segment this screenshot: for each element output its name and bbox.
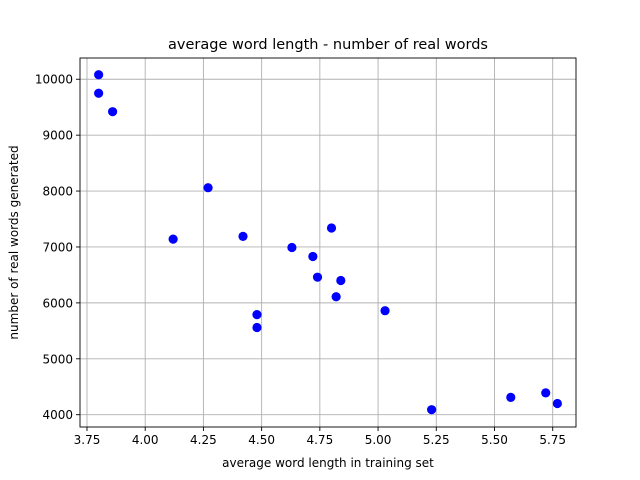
- y-tick-label: 10000: [35, 73, 73, 87]
- data-point: [427, 405, 437, 415]
- data-point: [94, 70, 104, 80]
- data-point: [203, 183, 213, 193]
- data-point: [380, 306, 390, 316]
- data-point: [252, 322, 262, 333]
- plot-frame: [79, 57, 577, 428]
- data-point: [326, 223, 337, 233]
- y-tick-label: 8000: [42, 185, 73, 199]
- grid-lines: [80, 58, 576, 427]
- x-tick-label: 5.25: [423, 433, 450, 447]
- y-tick-label: 7000: [42, 240, 73, 254]
- x-tick-label: 5.75: [539, 433, 566, 447]
- x-tick-label: 4.50: [248, 433, 275, 447]
- data-point: [308, 251, 318, 262]
- y-axis-label: number of real words generated: [7, 145, 21, 339]
- x-tick-label: 3.75: [74, 433, 101, 447]
- data-point: [552, 398, 562, 409]
- x-tick-label: 5.00: [365, 433, 392, 447]
- data-point: [287, 242, 297, 253]
- plot-area: [80, 58, 576, 427]
- x-tick-label: 4.00: [132, 433, 159, 447]
- data-point: [238, 231, 248, 241]
- axis-ticks: 3.75 4.00 4.25 4.50 4.75 5.00 5.25 5.50 5.75 4000…: [35, 73, 566, 447]
- data-point: [541, 388, 551, 398]
- data-point: [94, 88, 104, 98]
- x-tick-label: 5.50: [481, 433, 508, 447]
- data-points: [94, 70, 562, 415]
- x-tick-label: 4.75: [306, 433, 333, 447]
- data-point: [331, 292, 341, 302]
- data-point: [108, 107, 118, 117]
- chart-title: average word length - number of real wor…: [168, 37, 488, 53]
- y-tick-label: 6000: [42, 296, 73, 310]
- data-point: [312, 272, 323, 282]
- y-tick-label: 5000: [42, 352, 73, 366]
- y-tick-label: 4000: [42, 408, 73, 422]
- data-point: [168, 234, 178, 244]
- data-point: [506, 392, 516, 402]
- x-tick-label: 4.25: [190, 433, 217, 447]
- y-tick-label: 9000: [42, 129, 73, 143]
- data-point: [252, 310, 262, 320]
- data-point: [336, 275, 346, 286]
- x-axis-label: average word length in training set: [222, 456, 434, 470]
